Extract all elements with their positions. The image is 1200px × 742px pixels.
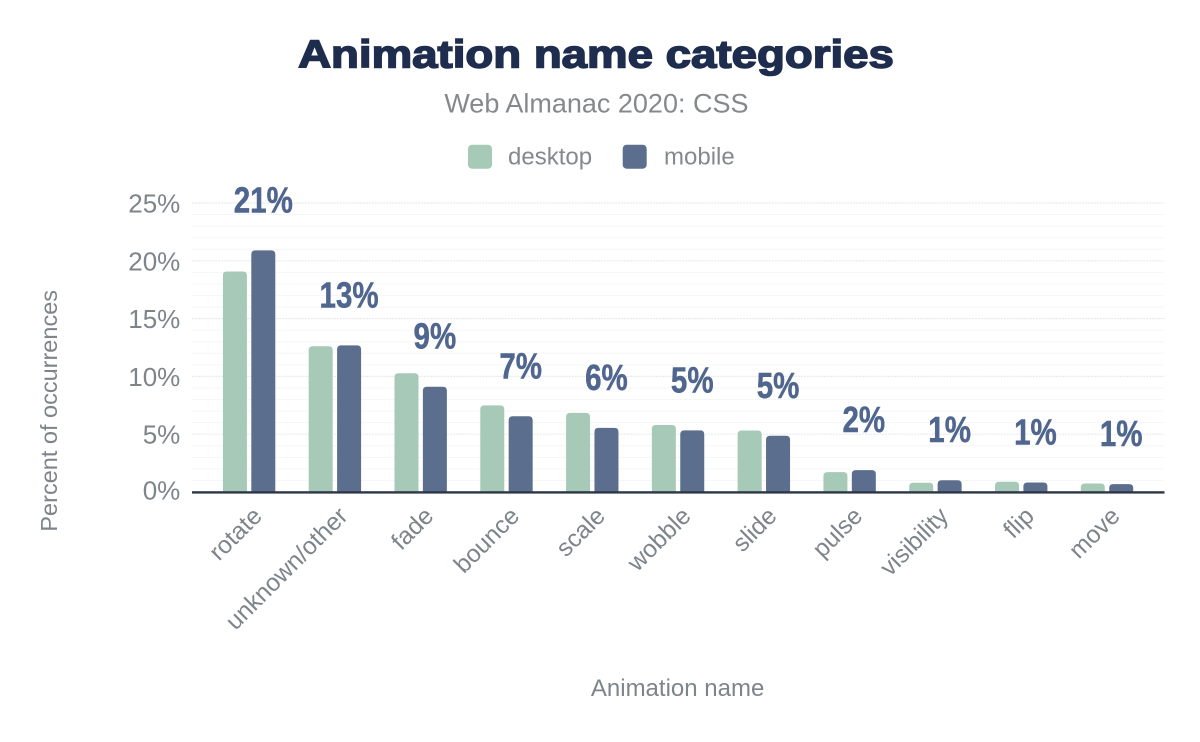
svg-text:5%: 5% <box>757 365 800 405</box>
svg-text:25%: 25% <box>128 189 180 219</box>
svg-text:mobile: mobile <box>664 144 735 171</box>
svg-text:Percent of occurrences: Percent of occurrences <box>36 290 62 532</box>
svg-text:2%: 2% <box>843 399 886 439</box>
svg-text:5%: 5% <box>143 420 181 450</box>
svg-text:1%: 1% <box>928 409 971 449</box>
svg-text:10%: 10% <box>128 362 180 392</box>
svg-text:5%: 5% <box>671 360 714 400</box>
svg-text:desktop: desktop <box>508 144 592 171</box>
svg-text:Animation name: Animation name <box>591 675 764 702</box>
svg-text:13%: 13% <box>320 275 379 315</box>
svg-text:0%: 0% <box>143 476 181 506</box>
svg-text:1%: 1% <box>1100 413 1143 453</box>
svg-text:1%: 1% <box>1014 412 1057 452</box>
svg-text:6%: 6% <box>585 357 628 397</box>
svg-text:20%: 20% <box>128 246 180 276</box>
svg-text:15%: 15% <box>128 304 180 334</box>
svg-text:7%: 7% <box>499 345 542 385</box>
svg-text:9%: 9% <box>414 316 457 356</box>
svg-text:Web Almanac 2020: CSS: Web Almanac 2020: CSS <box>444 89 748 119</box>
svg-text:21%: 21% <box>234 180 293 220</box>
svg-text:Animation name categories: Animation name categories <box>298 32 894 75</box>
